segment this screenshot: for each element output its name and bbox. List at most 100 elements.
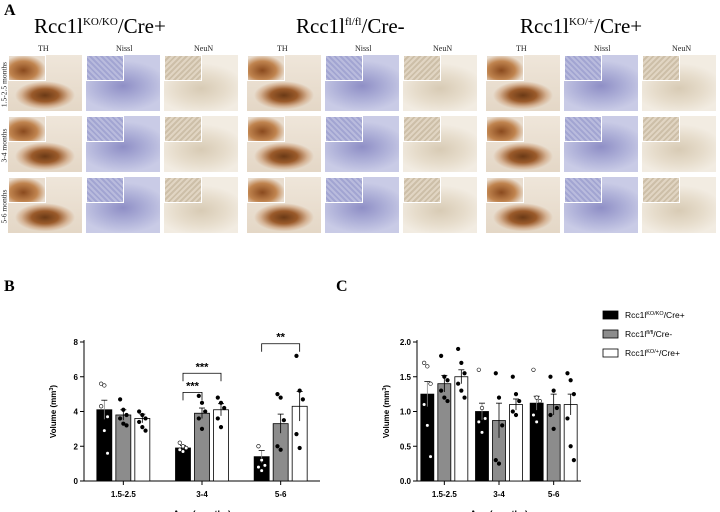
data-point — [510, 409, 515, 414]
group-title: Rcc1lKO/KO/Cre+ — [34, 14, 166, 38]
data-point — [118, 397, 123, 402]
group-title: Rcc1lfl/fl/Cre- — [296, 14, 405, 38]
data-point — [462, 371, 467, 376]
panel-letter-b: B — [4, 278, 15, 295]
histology-image — [403, 55, 477, 111]
legend-label-tail: /Cre+ — [659, 348, 680, 358]
significance-bracket — [182, 391, 203, 401]
data-point — [196, 393, 201, 398]
data-point — [479, 405, 485, 411]
magnified-inset — [325, 55, 363, 81]
histology-image — [164, 55, 238, 111]
magnified-inset — [8, 177, 46, 203]
data-point — [425, 364, 430, 369]
data-point — [548, 374, 553, 379]
data-point — [177, 440, 182, 445]
data-point — [456, 381, 461, 386]
magnified-inset — [486, 177, 524, 203]
data-point — [565, 416, 570, 421]
x-tick-label: 1.5-2.5 — [432, 490, 457, 499]
magnified-inset — [325, 177, 363, 203]
data-point — [140, 412, 145, 418]
data-point — [496, 395, 502, 400]
data-point — [143, 428, 148, 433]
magnified-inset — [247, 55, 285, 81]
x-axis-label: Age (months) — [173, 509, 231, 512]
histology-image — [247, 55, 321, 111]
y-axis-label: Volume (mm3) — [49, 385, 58, 438]
histology-image — [642, 177, 716, 233]
magnified-inset — [325, 116, 363, 142]
data-point — [459, 388, 464, 393]
data-point — [99, 404, 104, 409]
data-point — [459, 360, 464, 365]
data-point — [517, 398, 522, 404]
magnified-inset — [642, 177, 680, 203]
x-tick-label: 1.5-2.5 — [111, 490, 136, 499]
data-point — [483, 416, 488, 421]
data-point — [445, 398, 450, 404]
magnified-inset — [247, 177, 285, 203]
data-point — [275, 392, 280, 397]
data-point — [565, 371, 570, 376]
histology-image — [325, 116, 399, 172]
data-point — [428, 454, 433, 459]
panel-letter-c: C — [336, 278, 348, 295]
panel-letter-a: A — [4, 2, 16, 19]
data-point — [121, 407, 126, 412]
x-tick-label: 3-4 — [196, 490, 208, 499]
y-tick-label: 1.5 — [400, 373, 412, 382]
data-point — [196, 416, 201, 421]
histology-image — [642, 55, 716, 111]
y-tick-label: 8 — [74, 338, 79, 347]
data-point — [297, 388, 302, 393]
data-point — [479, 430, 485, 435]
legend-swatch — [602, 348, 619, 358]
histology-image — [642, 116, 716, 172]
significance-bracket — [261, 343, 301, 352]
legend-label-tail: /Cre+ — [664, 310, 685, 320]
magnified-inset — [403, 55, 441, 81]
legend-label-sup: fl/fl — [646, 330, 653, 336]
data-point — [510, 374, 515, 379]
data-point — [137, 409, 142, 414]
magnified-inset — [564, 116, 602, 142]
y-axis-label-paren: ) — [49, 385, 58, 388]
data-point — [259, 468, 264, 473]
data-point — [215, 416, 220, 421]
magnified-inset — [164, 177, 202, 203]
magnified-inset — [486, 116, 524, 142]
data-point — [551, 426, 556, 431]
significance-bracket — [182, 372, 222, 382]
magnified-inset — [86, 116, 124, 142]
data-point — [102, 383, 107, 388]
data-point — [218, 425, 224, 430]
legend-label: Rcc1lKO/+/Cre+ — [625, 348, 680, 358]
data-point — [215, 395, 220, 400]
histology-image — [247, 116, 321, 172]
data-point — [294, 431, 299, 437]
magnified-inset — [564, 55, 602, 81]
chart-b: 0 2 4 6 8 Volume (mm3) 1.5-2.5 3-4 5-6 Age (month… — [49, 332, 320, 512]
magnified-inset — [403, 177, 441, 203]
data-point — [121, 421, 126, 426]
bar — [420, 393, 435, 482]
data-point — [124, 412, 129, 418]
data-point — [118, 416, 123, 421]
data-point — [476, 419, 481, 425]
significance-label: *** — [196, 361, 210, 373]
data-point — [439, 353, 444, 358]
data-point — [184, 445, 189, 451]
legend-swatch — [602, 329, 619, 339]
magnified-inset — [642, 55, 680, 81]
x-tick-label: 5-6 — [275, 490, 287, 499]
data-point — [456, 346, 461, 352]
data-point — [531, 412, 536, 418]
histology-image — [403, 177, 477, 233]
histology-image — [325, 177, 399, 233]
data-point — [493, 371, 498, 376]
data-point — [534, 419, 539, 425]
data-point — [177, 447, 182, 452]
stain-label: Nissl — [355, 44, 372, 53]
histology-image — [325, 55, 399, 111]
